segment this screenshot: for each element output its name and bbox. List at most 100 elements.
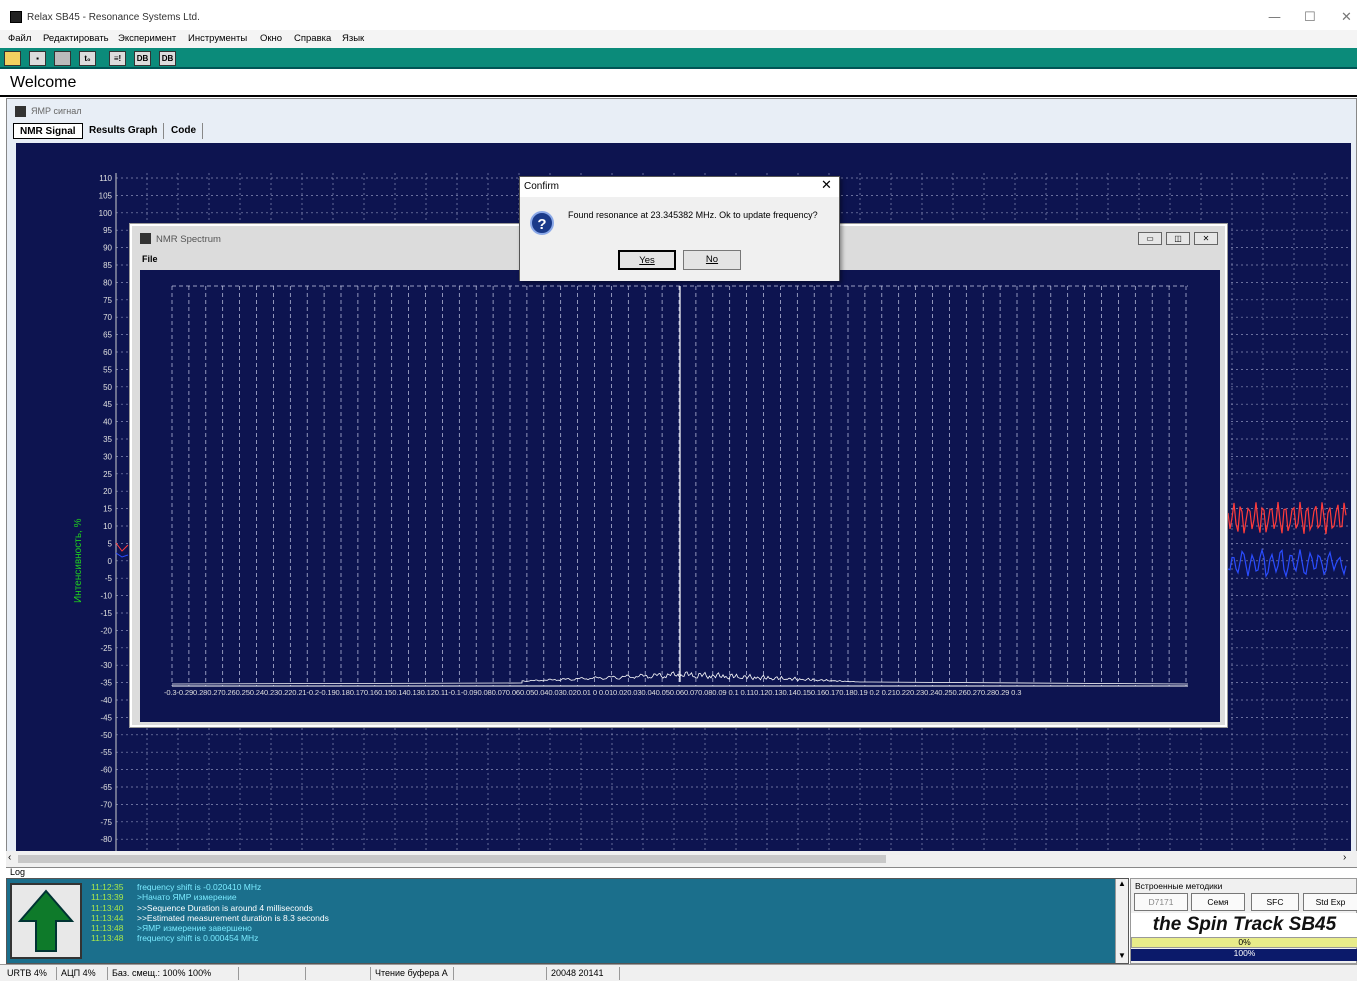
method-d7171-button[interactable]: D7171 [1134, 893, 1188, 911]
minimize-button[interactable]: — [1268, 10, 1281, 25]
dialog-close-button[interactable]: ✕ [821, 178, 832, 193]
y-tick-label: 20 [103, 487, 112, 496]
status-counters: 20048 20141 [548, 967, 620, 980]
close-button[interactable]: ✕ [1341, 10, 1352, 25]
y-tick-label: -65 [100, 783, 112, 792]
tab-code[interactable]: Code [165, 123, 203, 139]
y-tick-label: -80 [100, 835, 112, 844]
y-tick-label: -45 [100, 713, 112, 722]
spectrum-x-tick-labels: -0.3-0.290.280.270.260.250.240.230.220.2… [164, 688, 1022, 697]
log-line: 11:13:39 >Начато ЯМР измерение [91, 892, 237, 903]
methods-title: Встроенные методики [1135, 881, 1223, 891]
spectrum-close-button[interactable]: ✕ [1194, 232, 1218, 245]
method-seeds-button[interactable]: Семя [1191, 893, 1245, 911]
status-empty-4 [621, 967, 1357, 980]
scroll-left-icon[interactable]: ‹ [8, 852, 12, 863]
menu-bar: Файл Редактировать Эксперимент Инструмен… [0, 30, 1357, 48]
y-tick-label: 90 [103, 244, 112, 253]
status-empty-1 [240, 967, 306, 980]
y-tick-label: -20 [100, 626, 112, 635]
panel-title: ЯМР сигнал [31, 106, 82, 116]
y-tick-label: -35 [100, 679, 112, 688]
y-tick-label: 95 [103, 226, 112, 235]
spectrum-minimize-button[interactable]: ▭ [1138, 232, 1162, 245]
tab-results-graph[interactable]: Results Graph [83, 123, 165, 139]
menu-file[interactable]: Файл [8, 33, 32, 44]
scroll-up-icon[interactable]: ▲ [1118, 879, 1126, 888]
progress-bar-2: 100% [1131, 949, 1357, 961]
maximize-button[interactable]: ☐ [1304, 10, 1316, 25]
menu-language[interactable]: Язык [342, 33, 365, 44]
status-urtb: URTB 4% [4, 967, 57, 980]
status-adc: АЦП 4% [58, 967, 108, 980]
log-line: 11:13:44 >>Estimated measurement duration… [91, 912, 329, 923]
stop-icon[interactable] [54, 51, 71, 66]
yes-button[interactable]: Yes [618, 250, 676, 270]
menu-experiment[interactable]: Эксперимент [118, 33, 177, 44]
scroll-down-icon[interactable]: ▼ [1118, 951, 1126, 960]
menu-tools[interactable]: Инструменты [188, 33, 248, 44]
log-line: 11:13:48 frequency shift is 0.000454 MHz [91, 933, 259, 944]
run-icon[interactable]: ≡! [109, 51, 126, 66]
y-tick-label: -30 [100, 661, 112, 670]
y-tick-label: 85 [103, 261, 112, 270]
database-icon[interactable]: DB [134, 51, 151, 66]
upload-button[interactable] [10, 883, 82, 959]
spectrum-line [171, 671, 1189, 685]
t0-icon[interactable]: t₀ [79, 51, 96, 66]
scroll-thumb[interactable] [18, 855, 886, 863]
spectrum-window-icon [140, 233, 151, 244]
database-export-icon[interactable]: DB [159, 51, 176, 66]
panel-icon [15, 106, 26, 117]
y-tick-label: 100 [99, 209, 113, 218]
y-tick-label: 80 [103, 278, 112, 287]
no-button[interactable]: No [683, 250, 741, 270]
spectrum-maximize-button[interactable]: ◫ [1166, 232, 1190, 245]
log-label: Log [10, 867, 26, 877]
y-tick-label: 5 [108, 539, 113, 548]
dialog-body: ? Found resonance at 23.345382 MHz. Ok t… [520, 197, 839, 281]
log-lines: 11:12:35 frequency shift is -0.020410 MHz… [91, 882, 1111, 944]
y-tick-label: 40 [103, 418, 112, 427]
log-scrollbar[interactable]: ▲ ▼ [1115, 879, 1128, 963]
open-folder-icon[interactable] [4, 51, 21, 66]
status-bar: URTB 4% АЦП 4% Баз. смещ.: 100% 100% Чте… [0, 964, 1357, 981]
y-tick-label: 55 [103, 365, 112, 374]
status-base-offset: Баз. смещ.: 100% 100% [109, 967, 239, 980]
spectrum-menu-file[interactable]: File [142, 254, 158, 264]
status-buffer: Чтение буфера А [372, 967, 454, 980]
y-axis-label: Интенсивность, % [73, 518, 84, 603]
y-tick-label: -50 [100, 731, 112, 740]
spectrum-chart [171, 285, 1189, 687]
y-tick-label: 0 [108, 557, 113, 566]
log-line: 11:13:48 >ЯМР измерение завершено [91, 923, 252, 934]
y-tick-label: -55 [100, 748, 112, 757]
y-tick-label: -25 [100, 644, 112, 653]
horizontal-scrollbar[interactable]: ‹ › [6, 851, 1357, 867]
app-logo-icon [10, 11, 22, 23]
y-tick-label: 50 [103, 383, 112, 392]
spectrum-window-title: NMR Spectrum [156, 234, 221, 245]
log-panel: 11:12:35 frequency shift is -0.020410 MHz… [6, 878, 1129, 964]
method-sfc-button[interactable]: SFC [1251, 893, 1299, 911]
spectrum-plot: -0.3-0.290.280.270.260.250.240.230.220.2… [140, 270, 1220, 722]
up-arrow-icon [17, 889, 75, 952]
y-tick-label: -5 [105, 574, 113, 583]
y-tick-label: 105 [99, 191, 113, 200]
signal-real-line [1227, 501, 1347, 535]
window-title: Relax SB45 - Resonance Systems Ltd. [27, 12, 200, 23]
save-icon[interactable]: ▪ [29, 51, 46, 66]
menu-edit[interactable]: Редактировать [43, 33, 109, 44]
tab-nmr-signal[interactable]: NMR Signal [13, 123, 83, 139]
y-tick-label: -10 [100, 592, 112, 601]
question-icon: ? [530, 211, 554, 235]
y-tick-label: 25 [103, 470, 112, 479]
title-bar: Relax SB45 - Resonance Systems Ltd. — ☐ … [0, 0, 1357, 30]
menu-help[interactable]: Справка [294, 33, 332, 44]
menu-window[interactable]: Окно [260, 33, 283, 44]
scroll-right-icon[interactable]: › [1343, 852, 1347, 863]
y-tick-label: -15 [100, 609, 112, 618]
method-std-exp-button[interactable]: Std Exp [1303, 893, 1357, 911]
y-tick-label: 15 [103, 505, 112, 514]
status-empty-2 [307, 967, 371, 980]
